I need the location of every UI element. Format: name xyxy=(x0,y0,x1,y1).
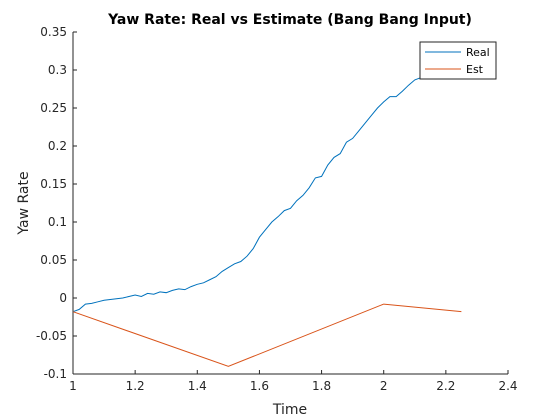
plot-area: 1 1.2 1.4 1.6 1.8 2 2.2 2.4 -0.1 -0.05 0 0.05 0.1 0.1… xyxy=(36,25,518,393)
y-tick-label: 0.1 xyxy=(48,215,67,229)
y-tick-label: 0.35 xyxy=(40,25,67,39)
x-tick-label: 1.4 xyxy=(188,379,207,393)
y-tick-label: -0.1 xyxy=(44,367,67,381)
x-tick-label: 1.6 xyxy=(250,379,269,393)
x-tick-label: 1 xyxy=(69,379,77,393)
x-axis-title: Time xyxy=(272,402,307,418)
y-tick-label: 0.15 xyxy=(40,177,67,191)
y-tick-label: -0.05 xyxy=(36,329,67,343)
y-tick-label: 0.2 xyxy=(48,139,67,153)
legend-label-est: Est xyxy=(466,63,484,76)
x-tick-label: 2 xyxy=(380,379,388,393)
x-tick-label: 2.2 xyxy=(436,379,455,393)
y-tick-label: 0.25 xyxy=(40,101,67,115)
chart-title: Yaw Rate: Real vs Estimate (Bang Bang In… xyxy=(107,12,472,28)
x-tick-label: 2.4 xyxy=(498,379,517,393)
x-tick-label: 1.8 xyxy=(312,379,331,393)
y-tick-label: 0.3 xyxy=(48,63,67,77)
y-axis-title: Yaw Rate xyxy=(16,171,32,235)
x-tick-label: 1.2 xyxy=(126,379,145,393)
plot-background xyxy=(73,32,508,374)
legend-label-real: Real xyxy=(466,46,490,59)
y-tick-label: 0.05 xyxy=(40,253,67,267)
y-tick-label: 0 xyxy=(59,291,67,305)
